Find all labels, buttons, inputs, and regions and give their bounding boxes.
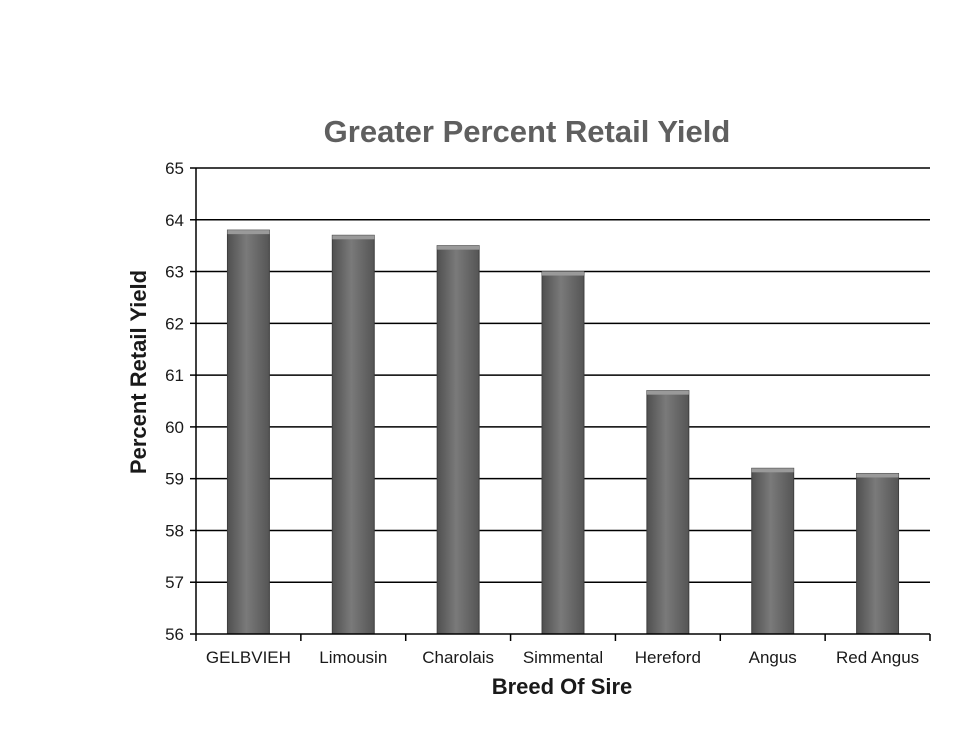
y-tick-label: 56 <box>165 625 184 644</box>
bar-hereford <box>646 390 690 635</box>
bar-top-bevel <box>437 245 480 250</box>
x-tick-labels: GELBVIEH Limousin Charolais Simmental Herefo… <box>206 648 919 667</box>
x-axis-label: Breed Of Sire <box>492 674 633 699</box>
x-tick-label: Red Angus <box>836 648 919 667</box>
bar-top-bevel <box>542 271 584 276</box>
x-tick-label: Charolais <box>422 648 494 667</box>
y-tick-label: 65 <box>165 159 184 178</box>
bar-top-bevel <box>856 473 899 478</box>
x-tick-label: Hereford <box>635 648 701 667</box>
y-tick-label: 64 <box>165 211 184 230</box>
y-tick-label: 62 <box>165 314 184 333</box>
bar <box>646 390 690 635</box>
y-tick-label: 61 <box>165 366 184 385</box>
bars <box>226 229 900 635</box>
bar <box>436 245 480 635</box>
bar-red-angus <box>856 472 900 635</box>
bar <box>856 472 900 635</box>
y-tick-labels: 56 57 58 59 60 61 62 63 64 65 <box>165 159 184 644</box>
x-tick-label: Angus <box>749 648 797 667</box>
axes <box>195 168 931 641</box>
bar-charolais <box>436 245 480 635</box>
y-tick-label: 58 <box>165 521 184 540</box>
bar-angus <box>751 467 795 635</box>
bar <box>751 467 795 635</box>
bar-gelbvieh <box>226 229 270 635</box>
bar-top-bevel <box>751 468 794 473</box>
bar <box>331 234 375 635</box>
x-tick-label: GELBVIEH <box>206 648 291 667</box>
y-tick-label: 63 <box>165 263 184 282</box>
bar-top-bevel <box>227 230 270 235</box>
bar-simmental <box>541 271 585 635</box>
y-tick-label: 57 <box>165 573 184 592</box>
bar-top-bevel <box>646 390 689 395</box>
y-tick-label: 60 <box>165 418 184 437</box>
bar-top-bevel <box>332 235 375 240</box>
y-tick-label: 59 <box>165 470 184 489</box>
x-tick-label: Limousin <box>319 648 387 667</box>
bar <box>541 271 585 635</box>
y-axis-label: Percent Retail Yield <box>126 270 151 474</box>
x-tick-label: Simmental <box>523 648 603 667</box>
bar <box>226 229 270 635</box>
bar-limousin <box>331 234 375 635</box>
chart-title: Greater Percent Retail Yield <box>324 114 731 149</box>
